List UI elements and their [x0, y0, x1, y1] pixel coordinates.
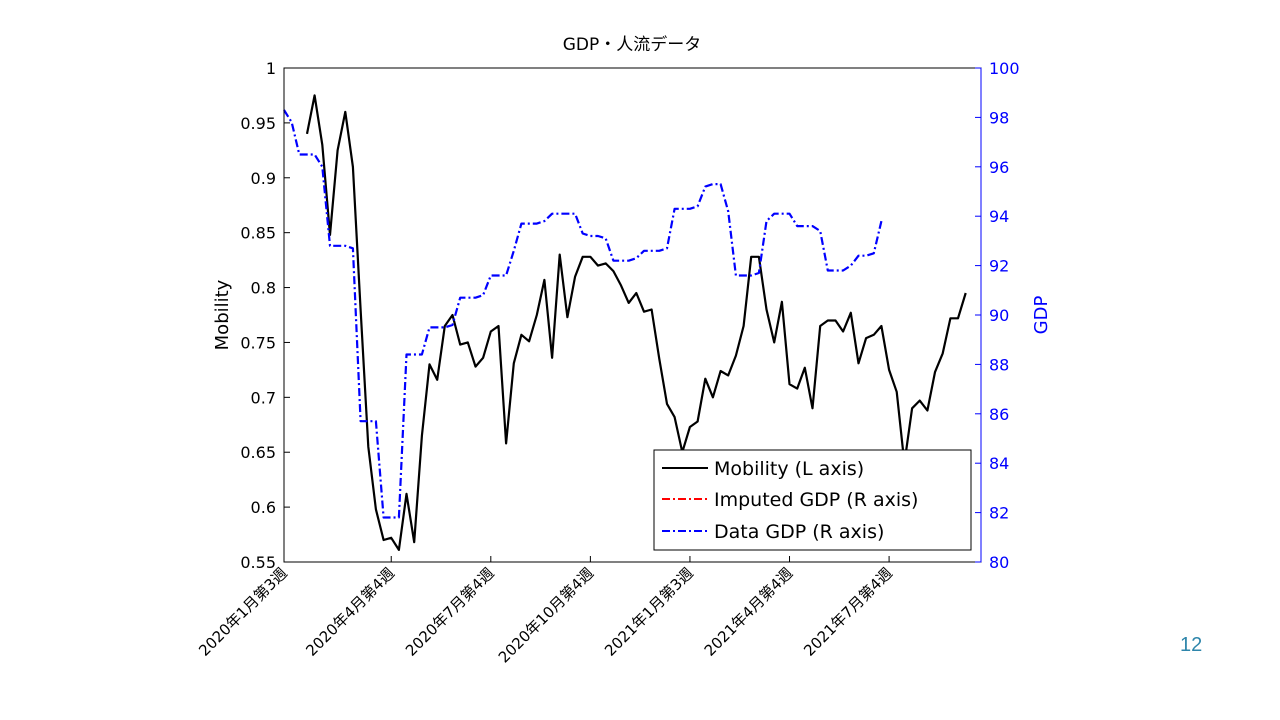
y-tick-label-left: 1 [266, 59, 276, 78]
slide-page-number: 12 [1180, 634, 1203, 656]
x-tick-label: 2020年1月第3週 [195, 564, 291, 660]
x-tick-label: 2021年7月第4週 [800, 564, 896, 660]
legend-label-imputed-gdp: Imputed GDP (R axis) [714, 489, 918, 511]
x-tick-label: 2020年4月第4週 [302, 564, 398, 660]
y-axis-label-left: Mobility [212, 279, 233, 350]
y-axis-label-right: GDP [1031, 296, 1052, 335]
legend-label-data-gdp: Data GDP (R axis) [714, 521, 884, 543]
y-tick-label-right: 88 [989, 355, 1009, 374]
y-tick-label-left: 0.9 [251, 169, 276, 188]
legend: Mobility (L axis) Imputed GDP (R axis) D… [653, 449, 972, 551]
y-tick-label-left: 0.65 [240, 443, 276, 462]
y-tick-label-right: 86 [989, 405, 1009, 424]
x-tick-label: 2021年1月第3週 [601, 564, 697, 660]
x-tick-label: 2021年4月第4週 [701, 564, 797, 660]
y-tick-label-right: 80 [989, 553, 1009, 572]
y-tick-label-right: 98 [989, 108, 1009, 127]
y-tick-label-left: 0.95 [240, 114, 276, 133]
y-tick-label-left: 0.6 [251, 498, 276, 517]
x-tick-label: 2020年7月第4週 [402, 564, 498, 660]
y-tick-label-right: 82 [989, 504, 1009, 523]
y-tick-label-left: 0.75 [240, 333, 276, 352]
series-line-mobility [305, 94, 967, 552]
chart-title: GDP・人流データ [563, 34, 702, 55]
x-tick-label: 2020年10月第4週 [495, 564, 597, 666]
y-tick-label-right: 84 [989, 454, 1009, 473]
legend-label-mobility: Mobility (L axis) [714, 458, 864, 480]
y-tick-label-right: 94 [989, 207, 1009, 226]
series-line-data-gdp [283, 109, 883, 519]
y-tick-label-left: 0.55 [240, 553, 276, 572]
y-tick-label-right: 92 [989, 257, 1009, 276]
y-tick-label-left: 0.85 [240, 224, 276, 243]
y-tick-label-right: 96 [989, 158, 1009, 177]
y-tick-label-right: 90 [989, 306, 1009, 325]
y-tick-label-left: 0.8 [251, 279, 276, 298]
y-tick-label-left: 0.7 [251, 388, 276, 407]
y-tick-label-right: 100 [989, 59, 1020, 78]
